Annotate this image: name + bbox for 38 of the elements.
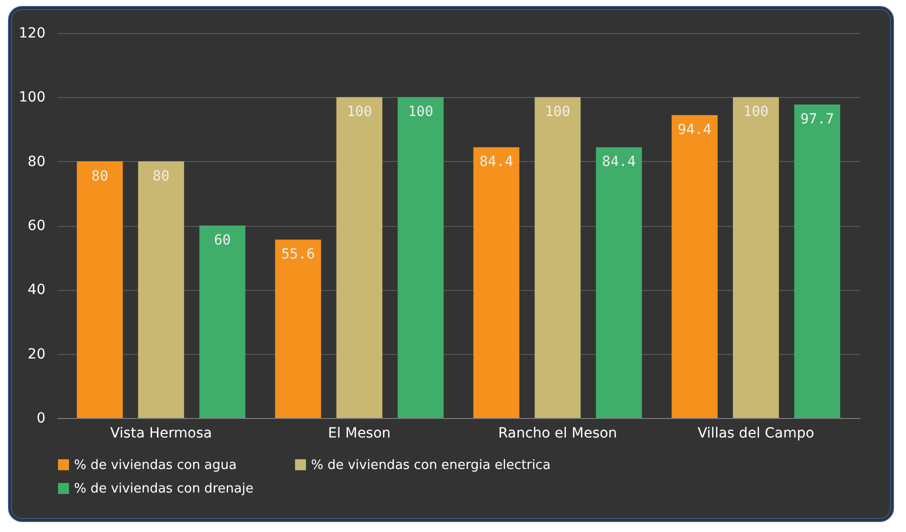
bar xyxy=(596,147,642,418)
x-tick-label: Vista Hermosa xyxy=(110,426,212,442)
data-label: 97.7 xyxy=(800,112,834,128)
data-label: 100 xyxy=(408,104,434,120)
data-label: 55.6 xyxy=(281,246,315,263)
data-label: 94.4 xyxy=(678,122,712,138)
bar xyxy=(336,97,382,418)
y-tick-label: 100 xyxy=(18,90,46,106)
x-tick-label: Villas del Campo xyxy=(698,426,814,442)
bar xyxy=(672,115,718,418)
x-tick-label: Rancho el Meson xyxy=(498,426,618,442)
y-tick-label: 40 xyxy=(28,282,46,298)
y-tick-label: 60 xyxy=(28,218,46,234)
bar xyxy=(473,147,520,418)
data-label: 84.4 xyxy=(479,154,514,170)
data-label: 100 xyxy=(544,104,570,120)
data-label: 60 xyxy=(214,232,231,248)
bar xyxy=(398,97,444,418)
legend-label: % de viviendas con drenaje xyxy=(74,482,254,496)
bar xyxy=(76,161,123,418)
bar xyxy=(275,240,322,418)
data-label: 80 xyxy=(152,168,170,184)
bar xyxy=(199,226,246,418)
bar xyxy=(732,97,779,418)
y-tick-label: 20 xyxy=(28,346,46,362)
y-tick-label: 120 xyxy=(18,26,46,42)
data-label: 84.4 xyxy=(602,154,636,170)
data-label: 100 xyxy=(743,104,769,120)
bar xyxy=(794,104,840,418)
data-label: 80 xyxy=(91,168,108,184)
legend-label: % de viviendas con energia electrica xyxy=(311,458,551,473)
bar xyxy=(534,97,581,418)
data-label: 100 xyxy=(346,104,372,120)
bar xyxy=(138,161,184,418)
y-tick-label: 80 xyxy=(28,154,46,170)
x-tick-label: El Meson xyxy=(328,426,391,442)
y-tick-label: 0 xyxy=(36,410,46,426)
legend-label: % de viviendas con agua xyxy=(74,458,237,473)
